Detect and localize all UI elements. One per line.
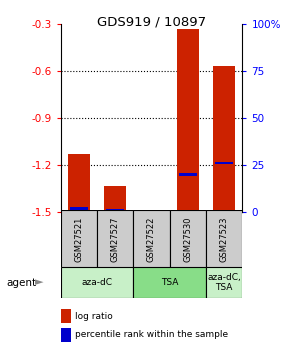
Text: log ratio: log ratio xyxy=(75,312,113,321)
Text: GDS919 / 10897: GDS919 / 10897 xyxy=(97,16,206,29)
Bar xyxy=(133,267,206,298)
Bar xyxy=(213,67,235,212)
Bar xyxy=(206,210,242,267)
Bar xyxy=(170,210,206,267)
Text: GSM27521: GSM27521 xyxy=(74,216,83,262)
Bar xyxy=(68,154,90,212)
Text: aza-dC: aza-dC xyxy=(82,278,112,287)
Bar xyxy=(141,210,162,212)
Bar xyxy=(61,267,133,298)
Text: GSM27522: GSM27522 xyxy=(147,216,156,262)
Bar xyxy=(61,210,97,267)
Bar xyxy=(178,174,197,176)
Bar xyxy=(142,211,161,213)
Text: agent: agent xyxy=(6,278,36,287)
Bar xyxy=(106,209,125,211)
Text: aza-dC,
TSA: aza-dC, TSA xyxy=(207,273,241,292)
Text: GSM27530: GSM27530 xyxy=(183,216,192,262)
Text: GSM27527: GSM27527 xyxy=(111,216,120,262)
Bar xyxy=(133,210,170,267)
Text: percentile rank within the sample: percentile rank within the sample xyxy=(75,331,228,339)
Text: TSA: TSA xyxy=(161,278,178,287)
Text: ►: ► xyxy=(35,278,44,287)
Bar xyxy=(69,207,88,209)
Bar xyxy=(97,210,133,267)
Bar xyxy=(215,162,234,165)
Bar xyxy=(206,267,242,298)
Bar xyxy=(104,186,126,212)
Bar xyxy=(177,29,199,212)
Text: GSM27523: GSM27523 xyxy=(220,216,229,262)
